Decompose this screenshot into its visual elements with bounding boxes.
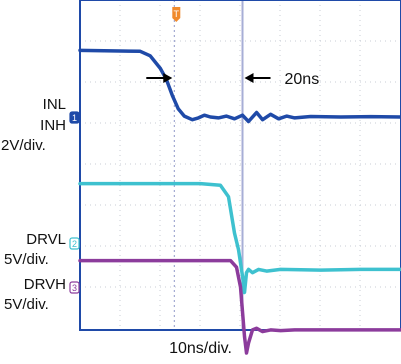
x-axis-label: 10ns/div. (169, 340, 232, 357)
trace-ch2 (78, 181, 401, 295)
interval-annotation: 20ns (285, 71, 320, 88)
left-arrow-icon (163, 73, 173, 83)
channel-2-marker: 2 (69, 237, 80, 250)
channel-badge (69, 111, 80, 124)
channel-badge (69, 281, 80, 294)
channel-1-marker: 1 (69, 111, 80, 124)
label-inl: INL (42, 96, 66, 113)
right-arrow-icon (244, 73, 254, 83)
label-inh: INH (40, 117, 66, 134)
label-ch2-scale: 5V/div. (4, 251, 49, 268)
marker-layer: T 20ns (146, 7, 319, 88)
plot-frame (79, 0, 401, 331)
channel-badge (69, 237, 80, 250)
channel-badge-number: 1 (72, 113, 77, 123)
trigger-marker-icon (172, 7, 181, 22)
label-ch3-scale: 5V/div. (4, 296, 49, 313)
trace-ch1 (78, 48, 401, 124)
channel-3-marker: 3 (69, 281, 80, 294)
label-drvh: DRVH (23, 276, 66, 293)
channel-badge-number: 3 (72, 283, 77, 293)
trigger-marker-label: T (174, 9, 180, 19)
channel-badge-number: 2 (72, 239, 77, 249)
trace-layer: 1 2 3 (69, 48, 401, 355)
label-drvl: DRVL (26, 231, 66, 248)
trace-ch3 (78, 258, 401, 355)
label-ch1-scale: 2V/div. (1, 137, 46, 154)
